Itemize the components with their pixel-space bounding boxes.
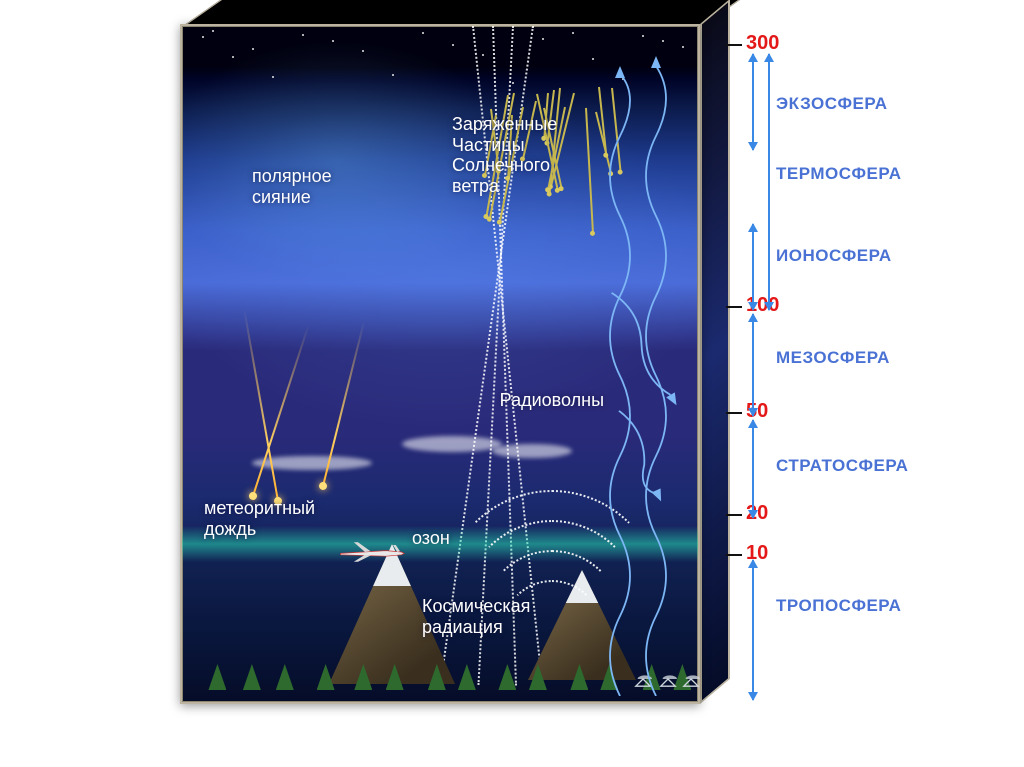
layer-name: ТЕРМОСФЕРА [776, 164, 901, 184]
dish-icon [632, 670, 654, 688]
layer-name: МЕЗОСФЕРА [776, 348, 890, 368]
radio-wave [597, 401, 683, 512]
altitude-value: 300 [746, 32, 779, 55]
cloud [492, 444, 572, 458]
charged-particles-label: ЗаряженныеЧастицыСолнечноговетра [452, 114, 557, 197]
layer-name: СТРАТОСФЕРА [776, 456, 908, 476]
mountain [522, 570, 642, 680]
cosmic-radiation-label: Космическаярадиация [422, 596, 530, 637]
altitude-scale: 300100502010ЭКЗОСФЕРАТЕРМОСФЕРАИОНОСФЕРА… [740, 24, 1020, 704]
radio-wave [591, 281, 698, 418]
airplane-icon [337, 537, 407, 572]
radio-wave [590, 66, 650, 696]
dish-icon [657, 670, 679, 688]
ozone-label: озон [412, 528, 450, 549]
cube-side-face [700, 0, 730, 704]
atmosphere-diagram: полярноесияние ЗаряженныеЧастицыСолнечно… [0, 0, 1024, 767]
cloud [402, 436, 502, 452]
layer-name: ТРОПОСФЕРА [776, 596, 901, 616]
meteor-shower-label: метеоритныйдождь [204, 498, 315, 539]
radio-wave [626, 56, 686, 696]
layer-name: ИОНОСФЕРА [776, 246, 892, 266]
layer-name: ЭКЗОСФЕРА [776, 94, 888, 114]
atmosphere-scene: полярноесияние ЗаряженныеЧастицыСолнечно… [180, 24, 700, 704]
radiowaves-label: Радиоволны [500, 390, 604, 411]
aurora-label: полярноесияние [252, 166, 332, 207]
dish-icon [680, 670, 702, 688]
